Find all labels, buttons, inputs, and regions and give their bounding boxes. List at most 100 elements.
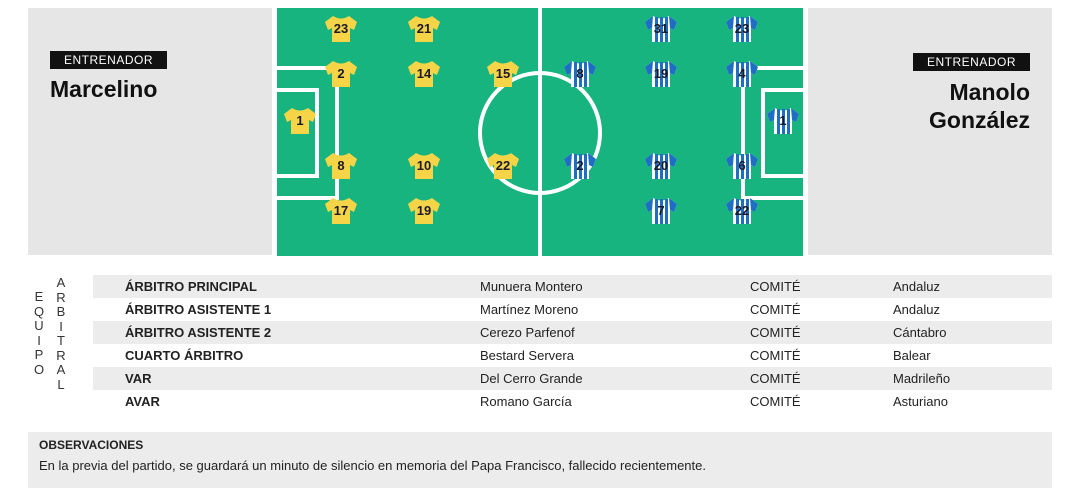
jersey-number: 1 xyxy=(779,113,786,128)
home-player-jersey: 14 xyxy=(408,61,440,87)
jersey-number: 23 xyxy=(735,21,749,36)
left-goal-area xyxy=(277,88,319,178)
side-label-letter: I xyxy=(59,318,63,334)
referee-name: Romano García xyxy=(480,394,572,409)
home-coach-label: ENTRENADOR xyxy=(50,51,168,69)
home-player-jersey: 15 xyxy=(487,61,519,87)
away-player-jersey: 4 xyxy=(726,61,758,87)
side-label-letter: B xyxy=(56,304,66,319)
referee-region: Cántabro xyxy=(893,325,947,340)
home-coach-panel: ENTRENADOR Marcelino xyxy=(28,8,272,255)
referee-name: Munuera Montero xyxy=(480,279,583,294)
observations-title: OBSERVACIONES xyxy=(39,438,144,452)
referee-row: CUARTO ÁRBITRO Bestard Servera COMITÉ Balea… xyxy=(93,344,1052,367)
side-label-letter: L xyxy=(57,376,65,392)
referee-role: ÁRBITRO PRINCIPAL xyxy=(125,279,257,294)
side-label-letter: R xyxy=(56,347,66,363)
away-coach-first: Manolo xyxy=(949,79,1031,105)
jersey-number: 17 xyxy=(334,203,348,218)
jersey-number: 23 xyxy=(334,21,348,36)
side-label-letter: R xyxy=(56,289,66,305)
center-circle xyxy=(478,71,602,195)
jersey-number: 22 xyxy=(496,158,510,173)
side-label-letter: Q xyxy=(33,303,45,319)
away-player-jersey: 22 xyxy=(726,198,758,224)
jersey-number: 8 xyxy=(337,158,344,173)
referee-region: Asturiano xyxy=(893,394,948,409)
jersey-number: 21 xyxy=(417,21,431,36)
jersey-number: 1 xyxy=(296,113,303,128)
referee-row: AVAR Romano García COMITÉ Asturiano xyxy=(93,390,1052,413)
observations-panel: OBSERVACIONES En la previa del partido, … xyxy=(28,432,1052,488)
referee-row: VAR Del Cerro Grande COMITÉ Madrileño xyxy=(93,367,1052,390)
referee-role: VAR xyxy=(125,371,152,386)
home-player-jersey: 19 xyxy=(408,198,440,224)
away-player-jersey: 8 xyxy=(564,61,596,87)
observations-text: En la previa del partido, se guardará un… xyxy=(39,458,706,473)
jersey-number: 8 xyxy=(576,66,583,81)
away-coach-last: González xyxy=(929,107,1030,133)
side-label-letter: T xyxy=(57,333,65,348)
side-label-letter: I xyxy=(37,332,41,348)
pitch-left-half xyxy=(277,8,538,256)
away-player-jersey: 2 xyxy=(564,153,596,179)
referee-table: ÁRBITRO PRINCIPAL Munuera Montero COMITÉ An… xyxy=(93,275,1052,413)
side-label-letter: A xyxy=(56,275,66,290)
jersey-number: 4 xyxy=(738,66,746,81)
jersey-number: 31 xyxy=(654,21,668,36)
away-player-jersey: 23 xyxy=(726,16,758,42)
home-player-jersey: 2 xyxy=(325,61,357,87)
right-penalty-area xyxy=(741,66,803,200)
jersey-number: 20 xyxy=(654,158,668,173)
jersey-number: 22 xyxy=(735,203,749,218)
home-player-jersey: 22 xyxy=(487,153,519,179)
referee-region: Andaluz xyxy=(893,302,940,317)
away-player-jersey: 19 xyxy=(645,61,677,87)
away-coach-label: ENTRENADOR xyxy=(912,53,1030,71)
referee-name: Bestard Servera xyxy=(480,348,574,363)
away-player-jersey: 7 xyxy=(645,198,677,224)
jersey-number: 15 xyxy=(496,66,510,81)
jersey-number: 19 xyxy=(417,203,431,218)
side-label-letter: A xyxy=(56,362,66,377)
referee-role: ÁRBITRO ASISTENTE 1 xyxy=(125,302,272,317)
referee-name: Martínez Moreno xyxy=(480,302,579,317)
home-player-jersey: 1 xyxy=(284,108,316,134)
referee-committee: COMITÉ xyxy=(750,371,801,386)
side-label-letter: O xyxy=(33,361,45,377)
referee-row: ÁRBITRO ASISTENTE 1 Martínez Moreno COMITÉ… xyxy=(93,298,1052,321)
away-player-jersey: 6 xyxy=(726,153,758,179)
jersey-number: 14 xyxy=(417,66,432,81)
referee-committee: COMITÉ xyxy=(750,348,801,363)
home-player-jersey: 17 xyxy=(325,198,357,224)
away-coach-name: Manolo González xyxy=(929,78,1030,134)
jersey-number: 7 xyxy=(657,203,664,218)
right-goal-area xyxy=(761,88,803,178)
left-penalty-area xyxy=(277,66,339,200)
referee-role: AVAR xyxy=(125,394,160,409)
home-player-jersey: 21 xyxy=(408,16,440,42)
jersey-number: 6 xyxy=(738,158,745,173)
referee-region: Madrileño xyxy=(893,371,951,386)
jersey-number: 19 xyxy=(654,66,668,81)
referee-role: CUARTO ÁRBITRO xyxy=(125,348,244,363)
side-label-letter: U xyxy=(34,318,44,333)
referee-row: ÁRBITRO ASISTENTE 2 Cerezo Parfenof COMITÉ… xyxy=(93,321,1052,344)
home-player-jersey: 23 xyxy=(325,16,357,42)
jersey-number: 10 xyxy=(417,158,431,173)
side-label-letter: E xyxy=(34,289,44,304)
referee-region: Balear xyxy=(893,348,931,363)
home-player-jersey: 10 xyxy=(408,153,440,179)
referee-name: Cerezo Parfenof xyxy=(480,325,575,340)
home-player-jersey: 8 xyxy=(325,153,357,179)
jersey-number: 2 xyxy=(337,66,344,81)
away-player-jersey: 31 xyxy=(645,16,677,42)
home-coach-name: Marcelino xyxy=(50,76,158,102)
referee-name: Del Cerro Grande xyxy=(480,371,583,386)
referee-committee: COMITÉ xyxy=(750,279,801,294)
referee-committee: COMITÉ xyxy=(750,394,801,409)
away-player-jersey: 20 xyxy=(645,153,677,179)
